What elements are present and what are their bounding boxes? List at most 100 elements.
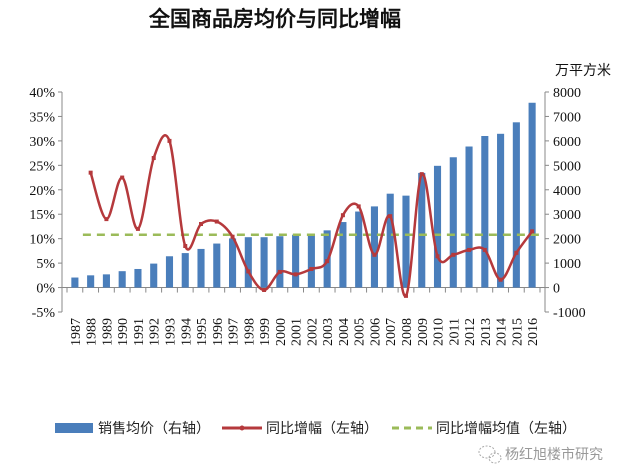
growth-point-1998 bbox=[246, 269, 251, 274]
growth-point-2016 bbox=[530, 229, 535, 234]
growth-point-1995 bbox=[199, 222, 204, 226]
growth-point-2014 bbox=[498, 277, 503, 282]
growth-point-1988 bbox=[88, 170, 93, 175]
x-tick-label: 2010 bbox=[432, 318, 447, 346]
bar-2008 bbox=[402, 195, 410, 288]
x-tick-label: 2003 bbox=[321, 318, 336, 346]
bar-1993 bbox=[165, 256, 174, 288]
right-axis-tick-label: 2000 bbox=[553, 233, 581, 248]
left-axis-tick-label: 35% bbox=[29, 110, 55, 125]
right-axis-tick-label: 0 bbox=[553, 282, 560, 297]
bar-2015 bbox=[512, 122, 520, 288]
x-tick-label: 1999 bbox=[258, 318, 273, 346]
x-tick-label: 1987 bbox=[69, 318, 84, 346]
x-tick-label: 2014 bbox=[495, 318, 510, 346]
growth-point-1994 bbox=[183, 244, 188, 248]
x-tick-label: 2001 bbox=[290, 318, 305, 346]
growth-point-2008 bbox=[403, 293, 408, 298]
growth-point-2000 bbox=[277, 269, 282, 274]
x-tick-label: 2004 bbox=[337, 318, 352, 346]
left-axis-tick-label: 5% bbox=[36, 257, 55, 272]
bar-2012 bbox=[465, 146, 473, 288]
bar-1999 bbox=[260, 237, 268, 288]
x-tick-label: 1989 bbox=[100, 318, 115, 346]
legend-label-bar: 销售均价（右轴） bbox=[98, 421, 210, 437]
x-tick-label: 1994 bbox=[179, 318, 194, 346]
x-tick-label: 2011 bbox=[447, 318, 462, 345]
bar-2009 bbox=[418, 172, 426, 288]
right-axis-tick-label: 4000 bbox=[553, 184, 581, 199]
x-tick-label: 2002 bbox=[305, 318, 320, 346]
bar-2010 bbox=[433, 165, 442, 288]
watermark: 杨红旭楼市研究 bbox=[478, 445, 603, 464]
growth-point-2010 bbox=[435, 254, 440, 259]
bar-1990 bbox=[118, 271, 126, 288]
x-tick-label: 1995 bbox=[195, 318, 210, 346]
growth-point-2003 bbox=[325, 259, 330, 264]
chart-title: 全国商品房均价与同比增幅 bbox=[148, 6, 401, 31]
growth-point-2009 bbox=[419, 172, 424, 177]
left-axis-tick-label: 10% bbox=[29, 233, 55, 248]
left-axis-tick-label: 30% bbox=[29, 135, 55, 150]
right-axis-tick-label: 5000 bbox=[553, 159, 581, 174]
bar-2001 bbox=[292, 234, 300, 288]
bar-1987 bbox=[71, 277, 79, 288]
bar-2000 bbox=[276, 236, 284, 288]
x-tick-label: 1990 bbox=[116, 318, 131, 346]
right-axis-tick-label: 6000 bbox=[553, 135, 581, 150]
bar-1995 bbox=[197, 248, 205, 288]
growth-point-1989 bbox=[104, 217, 109, 222]
watermark-text: 杨红旭楼市研究 bbox=[505, 446, 603, 463]
bar-1988 bbox=[87, 275, 95, 288]
bar-1989 bbox=[102, 274, 110, 288]
left-axis-tick-label: 25% bbox=[29, 159, 55, 174]
bar-2002 bbox=[307, 233, 315, 288]
bar-1994 bbox=[181, 253, 189, 288]
growth-point-2005 bbox=[356, 204, 361, 209]
growth-point-2013 bbox=[482, 247, 487, 252]
x-tick-label: 2008 bbox=[400, 318, 415, 346]
left-axis-tick-label: 15% bbox=[29, 208, 55, 223]
left-axis-tick-label: 0% bbox=[36, 282, 55, 297]
x-tick-label: 1997 bbox=[227, 318, 242, 346]
bar-2014 bbox=[497, 133, 505, 288]
growth-point-1992 bbox=[151, 156, 156, 160]
x-tick-label: 2012 bbox=[463, 318, 478, 346]
x-tick-label: 2005 bbox=[353, 318, 368, 346]
x-tick-label: 1991 bbox=[132, 318, 147, 346]
legend-label-avg: 同比增幅均值（左轴） bbox=[436, 421, 576, 437]
growth-point-2002 bbox=[309, 266, 314, 271]
right-axis-tick-label: 7000 bbox=[553, 110, 581, 125]
bar-1996 bbox=[213, 243, 221, 288]
growth-point-2012 bbox=[467, 247, 472, 252]
growth-point-2007 bbox=[388, 214, 393, 219]
growth-point-1993 bbox=[167, 138, 172, 143]
x-tick-label: 1998 bbox=[242, 318, 257, 346]
legend-swatch-bar bbox=[55, 423, 93, 433]
growth-point-1996 bbox=[214, 219, 219, 224]
legend: 销售均价（右轴） 同比增幅（左轴） 同比增幅均值（左轴） bbox=[55, 421, 576, 437]
x-tick-label: 2009 bbox=[416, 318, 431, 346]
growth-point-1990 bbox=[120, 175, 125, 180]
legend-marker-line bbox=[239, 425, 245, 431]
bar-1997 bbox=[229, 238, 237, 288]
right-axis-tick-label: 8000 bbox=[553, 86, 581, 101]
bar-1992 bbox=[150, 263, 158, 288]
legend-label-line: 同比增幅（左轴） bbox=[266, 421, 378, 437]
growth-point-1991 bbox=[135, 226, 140, 231]
bar-2006 bbox=[370, 206, 378, 288]
x-tick-label: 1993 bbox=[163, 318, 178, 346]
growth-point-2011 bbox=[451, 252, 456, 257]
right-axis-unit: 万平方米 bbox=[555, 63, 611, 79]
left-axis-tick-label: 40% bbox=[29, 86, 55, 101]
bar-1998 bbox=[244, 237, 252, 288]
bar-2011 bbox=[449, 157, 457, 288]
x-tick-label: 2007 bbox=[384, 318, 399, 346]
right-axis-tick-label: 1000 bbox=[553, 257, 581, 272]
bar-2005 bbox=[355, 211, 363, 288]
bar-2004 bbox=[339, 222, 347, 288]
right-axis-tick-label: -1000 bbox=[553, 306, 586, 321]
x-tick-label: 2000 bbox=[274, 318, 289, 346]
bar-2013 bbox=[481, 136, 489, 288]
